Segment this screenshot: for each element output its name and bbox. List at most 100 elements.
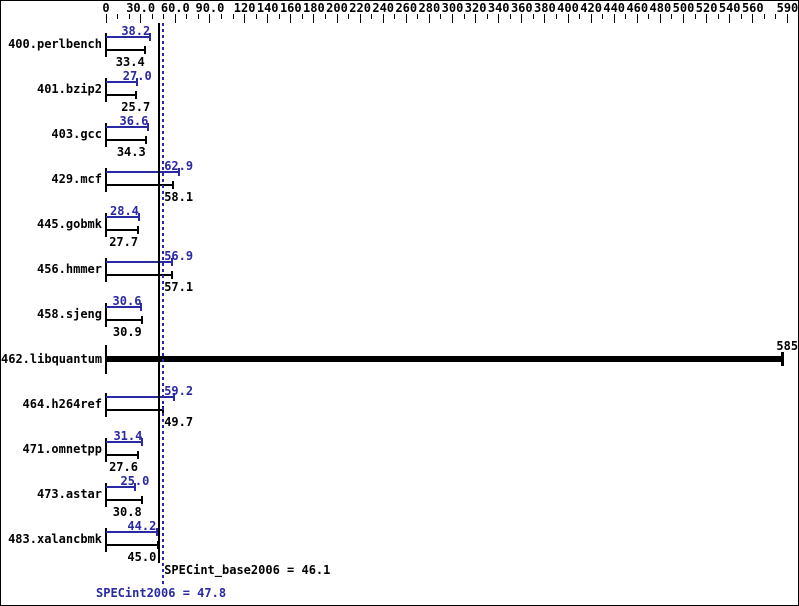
benchmark-label: 473.astar bbox=[36, 487, 102, 501]
axis-tick-label: 200 bbox=[326, 1, 348, 15]
axis-minor-tick bbox=[151, 14, 153, 19]
benchmark-label: 462.libquantum bbox=[1, 352, 103, 366]
bar-left-cap bbox=[105, 483, 107, 507]
peak-bar bbox=[106, 261, 172, 263]
axis-minor-tick bbox=[417, 14, 419, 19]
axis-tick-label: 380 bbox=[534, 1, 556, 15]
axis-tick-label: 90.0 bbox=[195, 1, 225, 15]
bar-left-cap bbox=[105, 78, 107, 102]
axis-minor-tick bbox=[648, 14, 650, 19]
axis-tick-label: 540 bbox=[718, 1, 741, 15]
base-value-label: 45.0 bbox=[127, 550, 157, 564]
peak-bar bbox=[106, 36, 151, 38]
peak-value-label: 36.6 bbox=[119, 114, 149, 128]
axis-minor-tick bbox=[579, 14, 581, 19]
peak-bar bbox=[106, 396, 175, 398]
peak-mean-label: SPECint2006 = 47.8 bbox=[96, 586, 227, 600]
axis-major-tick bbox=[313, 14, 315, 23]
axis-tick-label: 480 bbox=[649, 1, 672, 15]
axis-tick-label: 60.0 bbox=[160, 1, 190, 15]
peak-value-label: 30.6 bbox=[112, 294, 142, 308]
base-bar-end-cap bbox=[136, 451, 139, 459]
axis-major-tick bbox=[590, 14, 592, 23]
bar-left-cap bbox=[105, 258, 107, 282]
base-value-label: 33.4 bbox=[115, 55, 145, 69]
axis-major-tick bbox=[244, 14, 246, 23]
peak-value-label: 27.0 bbox=[122, 69, 152, 83]
base-bar bbox=[106, 544, 158, 546]
base-bar-end-cap bbox=[136, 226, 139, 234]
axis-tick-label: 180 bbox=[303, 1, 325, 15]
axis-minor-tick bbox=[740, 14, 742, 19]
benchmark-label: 456.hmmer bbox=[36, 262, 102, 276]
peak-bar-end-cap bbox=[140, 303, 143, 311]
axis-minor-tick bbox=[128, 14, 130, 19]
benchmark-label: 483.xalancbmk bbox=[8, 532, 102, 546]
peak-bar bbox=[106, 531, 158, 533]
axis-major-tick bbox=[140, 14, 142, 23]
bar-left-cap bbox=[105, 303, 107, 327]
axis-minor-tick bbox=[602, 14, 604, 19]
benchmark-label: 429.mcf bbox=[51, 172, 102, 186]
axis-major-tick bbox=[174, 14, 176, 23]
base-bar-end-cap bbox=[144, 136, 147, 144]
peak-bar-end-cap bbox=[136, 78, 139, 86]
base-bar-end-cap bbox=[156, 541, 159, 549]
bar-end-cap bbox=[780, 352, 784, 366]
axis-minor-tick bbox=[763, 14, 765, 19]
axis-tick-label: 340 bbox=[487, 1, 510, 15]
axis-tick-label: 140 bbox=[256, 1, 279, 15]
base-value-label: 27.7 bbox=[109, 235, 139, 249]
base-bar-end-cap bbox=[172, 181, 175, 189]
base-value-label: 34.3 bbox=[116, 145, 146, 159]
benchmark-label: 400.perlbench bbox=[8, 37, 102, 51]
axis-minor-tick bbox=[532, 14, 534, 19]
axis-tick-label: 260 bbox=[395, 1, 418, 15]
axis-major-tick bbox=[452, 14, 453, 23]
axis-minor-tick bbox=[463, 14, 465, 19]
peak-value-label: 59.2 bbox=[164, 384, 194, 398]
peak-bar bbox=[106, 306, 142, 308]
axis-minor-tick bbox=[186, 14, 188, 19]
axis-major-tick bbox=[498, 14, 500, 23]
axis-minor-tick bbox=[221, 14, 222, 19]
base-value-label: 27.6 bbox=[109, 460, 138, 474]
base-bar-end-cap bbox=[140, 316, 143, 324]
axis-minor-tick bbox=[394, 14, 396, 19]
peak-bar-end-cap bbox=[147, 123, 150, 131]
base-bar-end-cap bbox=[140, 496, 143, 504]
peak-bar-end-cap bbox=[156, 528, 159, 536]
axis-major-tick bbox=[359, 14, 361, 23]
axis-minor-tick bbox=[278, 14, 280, 19]
peak-value-label: 56.9 bbox=[164, 249, 194, 263]
base-value-label: 30.8 bbox=[112, 505, 142, 519]
axis-tick-label: 520 bbox=[695, 1, 718, 15]
peak-bar-end-cap bbox=[137, 213, 140, 221]
peak-value-label: 38.2 bbox=[121, 24, 151, 38]
axis-tick-label: 240 bbox=[372, 1, 395, 15]
axis-minor-tick bbox=[440, 14, 442, 19]
axis-minor-tick bbox=[371, 14, 373, 19]
axis-minor-tick bbox=[775, 14, 777, 19]
base-bar bbox=[106, 139, 146, 141]
peak-value-label: 31.4 bbox=[113, 429, 143, 443]
axis-minor-tick bbox=[255, 14, 257, 19]
axis-major-tick bbox=[613, 14, 615, 23]
axis-major-tick bbox=[786, 14, 788, 23]
axis-major-tick bbox=[729, 14, 731, 23]
axis-minor-tick bbox=[324, 14, 326, 19]
axis-minor-tick bbox=[717, 14, 719, 19]
base-bar bbox=[106, 49, 145, 51]
bar-left-cap bbox=[105, 393, 107, 417]
axis-tick-label: 160 bbox=[279, 1, 302, 15]
benchmark-label: 401.bzip2 bbox=[36, 82, 102, 96]
axis-major-tick bbox=[405, 14, 407, 23]
base-bar bbox=[106, 184, 174, 186]
base-value-label: 25.7 bbox=[121, 100, 151, 114]
benchmark-label: 471.omnetpp bbox=[22, 442, 102, 456]
peak-bar-end-cap bbox=[141, 438, 144, 446]
axis-tick-label: 30.0 bbox=[126, 1, 156, 15]
base-bar bbox=[106, 274, 172, 276]
axis-tick-label: 280 bbox=[418, 1, 441, 15]
axis-tick-label: 460 bbox=[626, 1, 649, 15]
